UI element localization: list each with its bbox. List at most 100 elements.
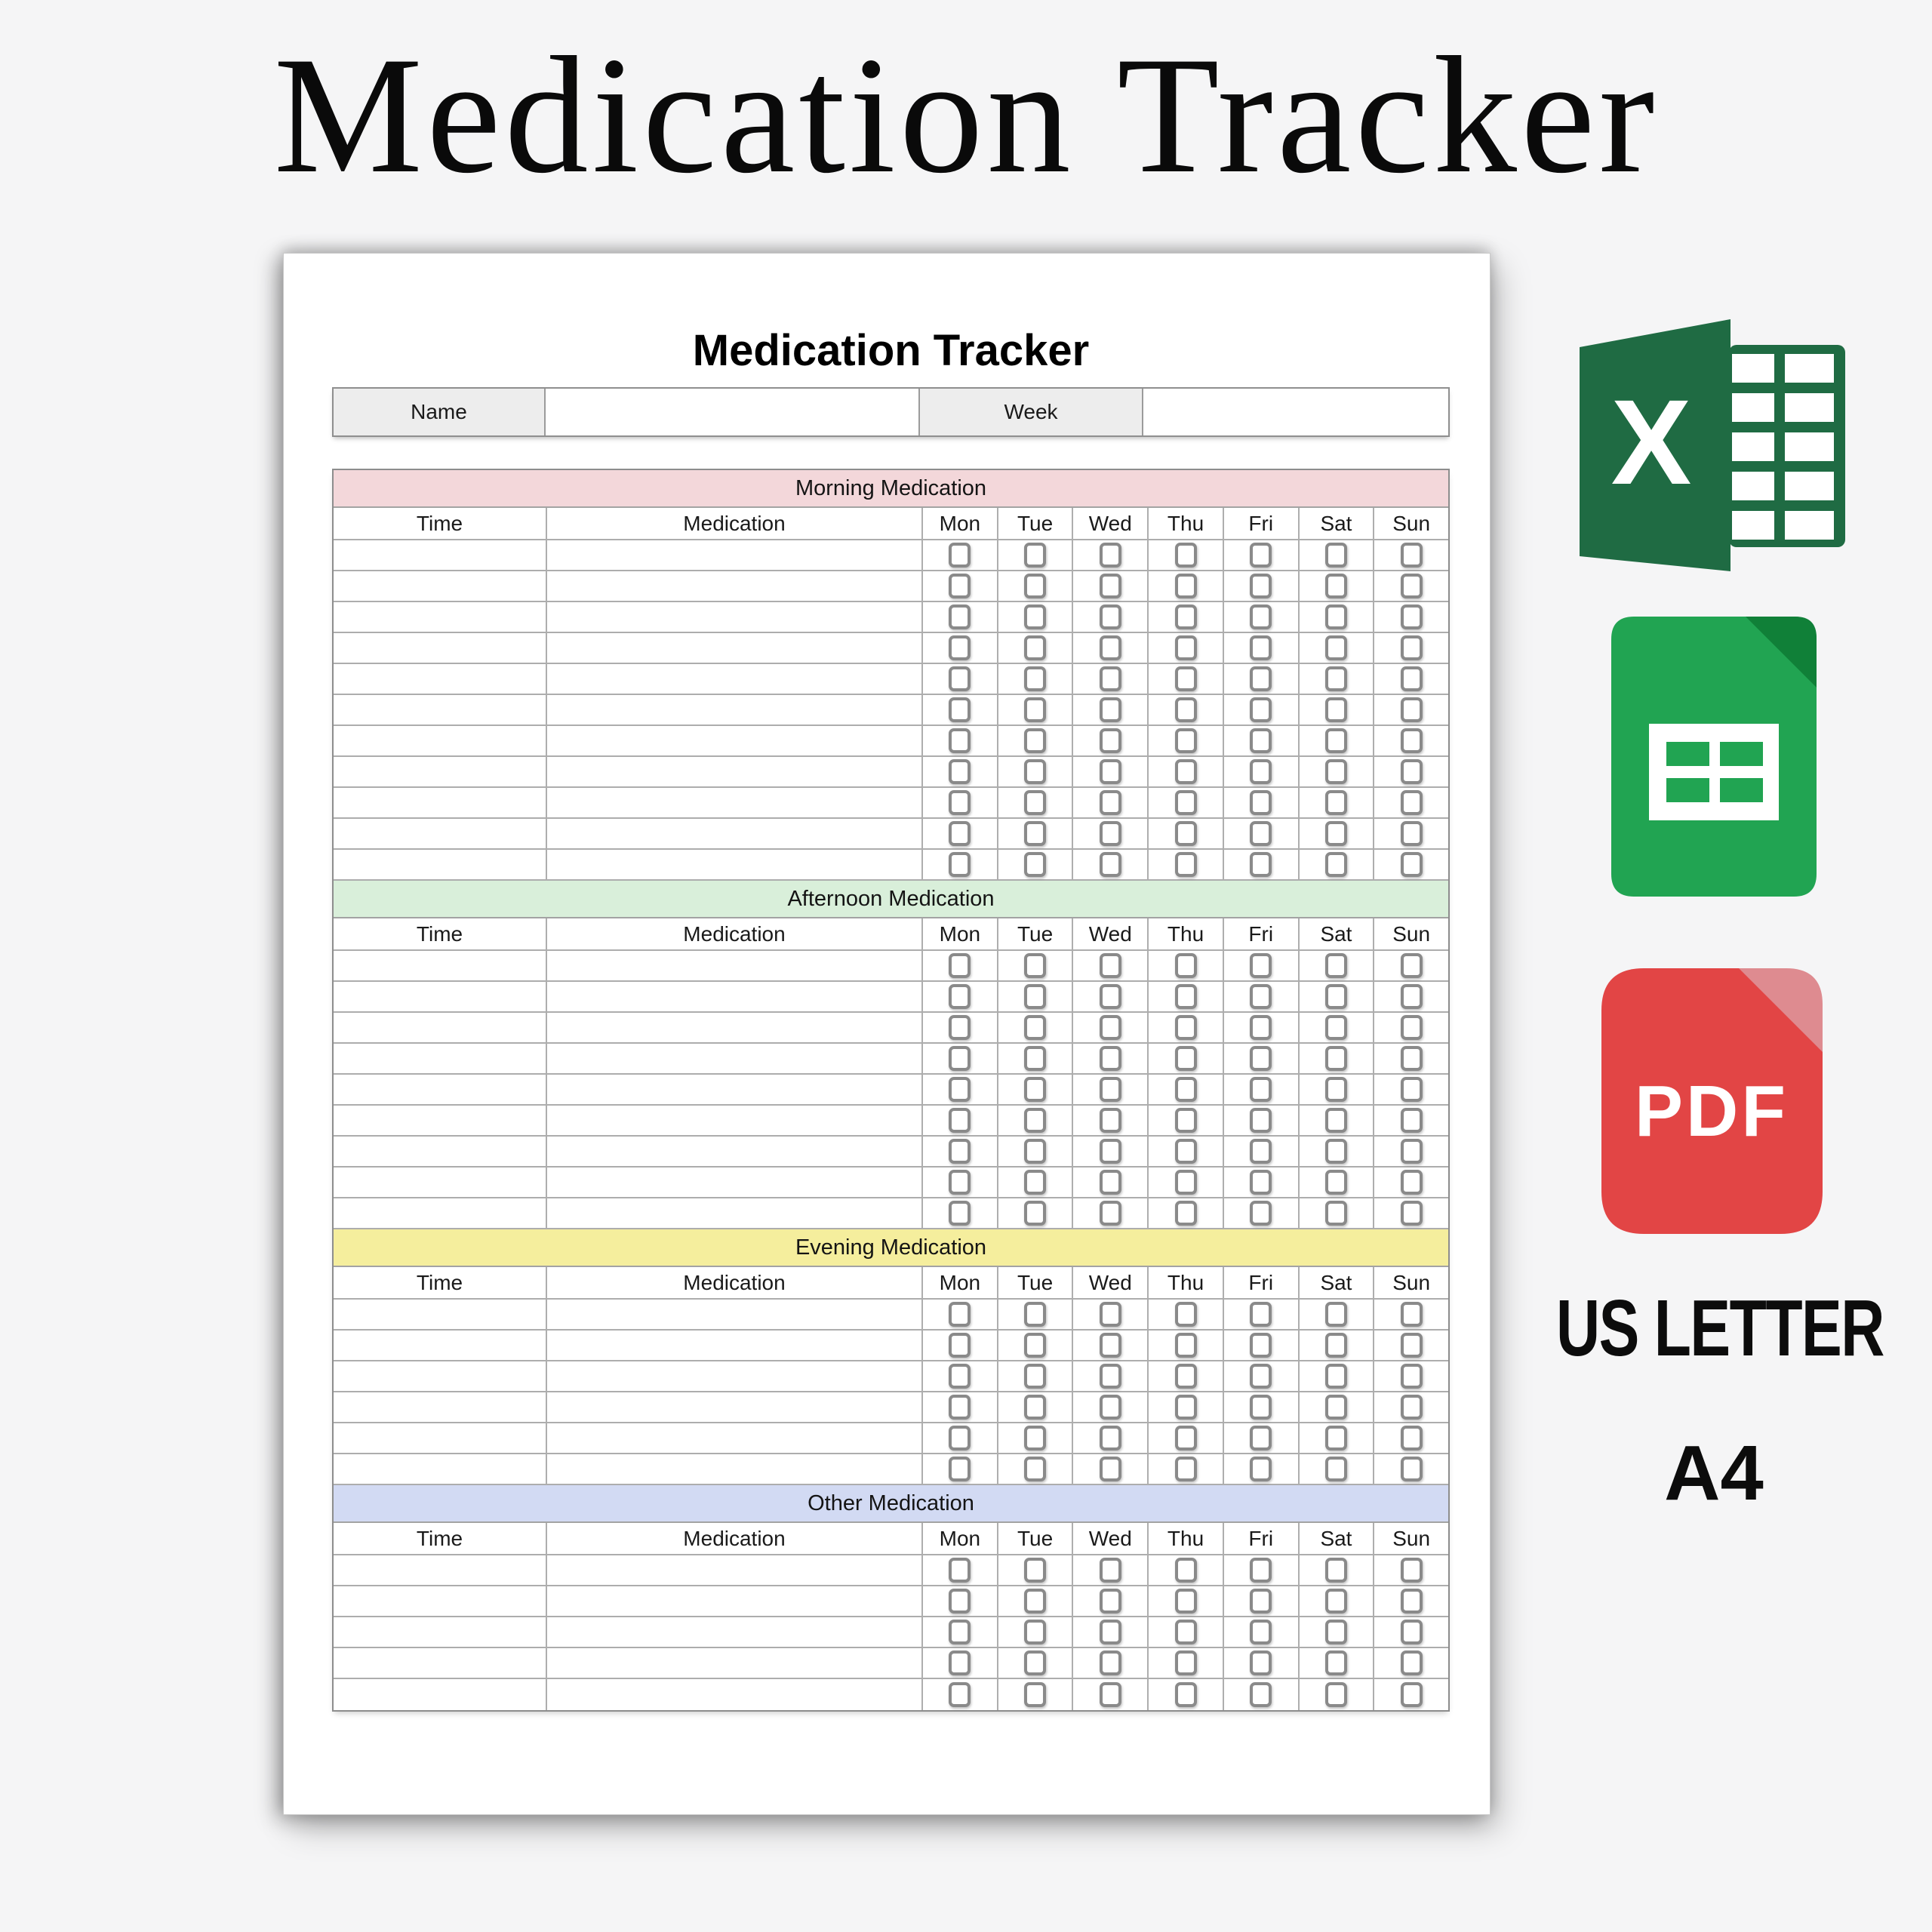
day-checkbox[interactable] [1324, 1589, 1347, 1614]
medication-cell[interactable] [546, 1044, 921, 1073]
day-checkbox[interactable] [1250, 1589, 1272, 1614]
day-cell-thu[interactable] [1147, 633, 1223, 663]
day-checkbox[interactable] [1099, 759, 1121, 784]
time-cell[interactable] [334, 1331, 546, 1360]
day-cell-wed[interactable] [1072, 1555, 1147, 1585]
day-cell-mon[interactable] [921, 1648, 997, 1678]
day-checkbox[interactable] [1099, 1333, 1121, 1358]
day-checkbox[interactable] [1024, 790, 1047, 815]
day-checkbox[interactable] [1324, 1682, 1347, 1707]
day-cell-thu[interactable] [1147, 1198, 1223, 1228]
day-checkbox[interactable] [949, 1015, 971, 1040]
day-cell-fri[interactable] [1222, 1168, 1298, 1197]
day-checkbox[interactable] [1324, 1139, 1347, 1164]
day-cell-thu[interactable] [1147, 982, 1223, 1011]
medication-cell[interactable] [546, 1586, 921, 1616]
day-cell-sun[interactable] [1373, 982, 1448, 1011]
day-checkbox[interactable] [1400, 1302, 1423, 1327]
day-cell-mon[interactable] [921, 850, 997, 879]
day-checkbox[interactable] [1400, 697, 1423, 722]
day-checkbox[interactable] [1099, 1651, 1121, 1675]
day-checkbox[interactable] [1250, 1046, 1272, 1071]
day-checkbox[interactable] [1099, 728, 1121, 753]
day-cell-wed[interactable] [1072, 1586, 1147, 1616]
medication-cell[interactable] [546, 1392, 921, 1422]
day-checkbox[interactable] [1250, 759, 1272, 784]
day-checkbox[interactable] [1099, 1077, 1121, 1102]
day-checkbox[interactable] [1400, 1333, 1423, 1358]
day-cell-sat[interactable] [1297, 695, 1374, 724]
day-cell-sat[interactable] [1297, 788, 1374, 817]
day-cell-sun[interactable] [1373, 1617, 1448, 1647]
medication-cell[interactable] [546, 1106, 921, 1135]
day-cell-fri[interactable] [1222, 540, 1298, 570]
day-cell-tue[interactable] [996, 757, 1072, 786]
day-checkbox[interactable] [1174, 790, 1197, 815]
medication-cell[interactable] [546, 1648, 921, 1678]
day-cell-mon[interactable] [921, 571, 997, 601]
day-cell-sat[interactable] [1297, 1044, 1374, 1073]
day-checkbox[interactable] [1250, 605, 1272, 629]
medication-cell[interactable] [546, 757, 921, 786]
day-checkbox[interactable] [1024, 1077, 1047, 1102]
day-checkbox[interactable] [1324, 666, 1347, 691]
day-cell-sun[interactable] [1373, 1392, 1448, 1422]
day-cell-thu[interactable] [1147, 951, 1223, 980]
day-checkbox[interactable] [1400, 574, 1423, 598]
time-cell[interactable] [334, 1361, 546, 1391]
day-cell-thu[interactable] [1147, 1392, 1223, 1422]
day-cell-wed[interactable] [1072, 1044, 1147, 1073]
day-cell-sun[interactable] [1373, 819, 1448, 848]
day-cell-wed[interactable] [1072, 1075, 1147, 1104]
medication-cell[interactable] [546, 540, 921, 570]
time-cell[interactable] [334, 850, 546, 879]
day-checkbox[interactable] [1400, 1170, 1423, 1195]
medication-cell[interactable] [546, 602, 921, 632]
day-checkbox[interactable] [1324, 1302, 1347, 1327]
medication-cell[interactable] [546, 1198, 921, 1228]
day-cell-sat[interactable] [1297, 1106, 1374, 1135]
day-cell-tue[interactable] [996, 1331, 1072, 1360]
day-checkbox[interactable] [949, 852, 971, 877]
time-cell[interactable] [334, 788, 546, 817]
day-cell-mon[interactable] [921, 1300, 997, 1329]
time-cell[interactable] [334, 1198, 546, 1228]
day-cell-fri[interactable] [1222, 1300, 1298, 1329]
time-cell[interactable] [334, 571, 546, 601]
day-cell-tue[interactable] [996, 1137, 1072, 1166]
day-cell-mon[interactable] [921, 695, 997, 724]
day-checkbox[interactable] [1250, 790, 1272, 815]
day-cell-wed[interactable] [1072, 1168, 1147, 1197]
day-cell-sun[interactable] [1373, 1013, 1448, 1042]
day-checkbox[interactable] [1174, 821, 1197, 846]
day-checkbox[interactable] [1099, 821, 1121, 846]
day-checkbox[interactable] [1024, 1108, 1047, 1133]
day-cell-mon[interactable] [921, 1106, 997, 1135]
day-cell-fri[interactable] [1222, 982, 1298, 1011]
medication-cell[interactable] [546, 1555, 921, 1585]
day-checkbox[interactable] [949, 1395, 971, 1420]
day-cell-sun[interactable] [1373, 1361, 1448, 1391]
time-cell[interactable] [334, 1648, 546, 1678]
day-cell-fri[interactable] [1222, 1617, 1298, 1647]
day-cell-sat[interactable] [1297, 1168, 1374, 1197]
day-checkbox[interactable] [1099, 635, 1121, 660]
day-cell-tue[interactable] [996, 633, 1072, 663]
day-checkbox[interactable] [1099, 1682, 1121, 1707]
day-checkbox[interactable] [1174, 1333, 1197, 1358]
day-checkbox[interactable] [1324, 635, 1347, 660]
day-cell-thu[interactable] [1147, 1617, 1223, 1647]
day-checkbox[interactable] [1024, 728, 1047, 753]
day-checkbox[interactable] [949, 1589, 971, 1614]
day-checkbox[interactable] [1324, 759, 1347, 784]
medication-cell[interactable] [546, 1168, 921, 1197]
time-cell[interactable] [334, 1617, 546, 1647]
day-cell-mon[interactable] [921, 757, 997, 786]
day-cell-wed[interactable] [1072, 1300, 1147, 1329]
day-checkbox[interactable] [1324, 821, 1347, 846]
day-cell-tue[interactable] [996, 1361, 1072, 1391]
day-checkbox[interactable] [1400, 1682, 1423, 1707]
day-cell-sun[interactable] [1373, 664, 1448, 694]
day-checkbox[interactable] [1099, 1046, 1121, 1071]
day-checkbox[interactable] [1174, 1015, 1197, 1040]
